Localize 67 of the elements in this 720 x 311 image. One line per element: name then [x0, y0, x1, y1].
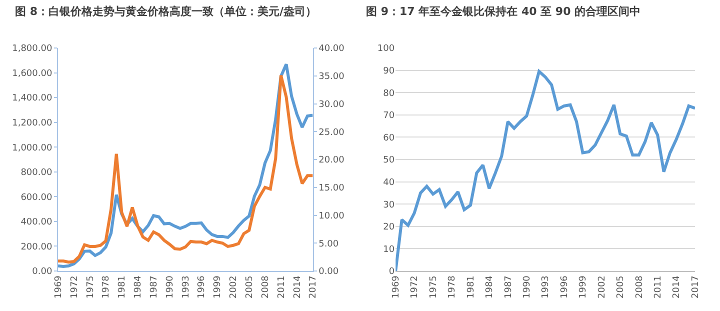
y-tick-label: 1,600.00	[12, 68, 52, 79]
x-tick-label: 1990	[165, 275, 176, 299]
y2-tick-label: 40.00	[318, 44, 345, 54]
x-tick-label: 1972	[410, 276, 420, 299]
line-series	[396, 70, 695, 271]
y-tick-label: 20	[383, 222, 395, 233]
y-tick-label: 1,000.00	[12, 143, 52, 154]
x-tick-label: 1981	[466, 276, 476, 299]
x-tick-label: 1987	[149, 276, 160, 299]
x-tick-label: 1969	[54, 275, 64, 299]
x-tick-label: 1984	[134, 275, 144, 299]
y-tick-label: 0	[388, 267, 395, 278]
x-tick-label: 2008	[260, 275, 271, 299]
y2-tick-label: 10.00	[318, 211, 345, 222]
y-tick-label: 40	[383, 178, 395, 188]
y-tick-label: 80	[383, 88, 395, 99]
x-tick-label: 1996	[560, 275, 570, 299]
y-tick-label: 1,200.00	[12, 118, 52, 128]
y2-tick-label: 0.00	[318, 267, 339, 278]
x-tick-label: 2002	[597, 276, 608, 299]
x-tick-label: 1978	[448, 275, 458, 299]
y-tick-label: 1,400.00	[12, 94, 52, 104]
x-tick-label: 2008	[634, 275, 645, 299]
x-tick-label: 1975	[86, 276, 96, 299]
x-tick-label: 2014	[672, 275, 682, 299]
y2-tick-label: 15.00	[318, 184, 345, 194]
x-tick-label: 1993	[541, 276, 552, 299]
x-tick-label: 1999	[578, 275, 589, 299]
y-tick-label: 70	[383, 111, 395, 122]
y-tick-label: 800.00	[20, 168, 52, 178]
x-tick-label: 2011	[276, 276, 287, 299]
x-tick-label: 1978	[102, 275, 112, 299]
x-tick-label: 2017	[690, 276, 701, 299]
chart-title: 图 8：白银价格走势与黄金价格高度一致（单位：美元/盎司）	[15, 5, 317, 18]
x-tick-label: 1996	[197, 275, 208, 299]
y-tick-label: 200.00	[20, 242, 52, 252]
x-tick-label: 1993	[181, 276, 192, 299]
chart-title: 图 9：17 年至今金银比保持在 40 至 90 的合理区间中	[366, 5, 641, 18]
x-tick-label: 2005	[245, 276, 256, 299]
y-tick-label: 1,800.00	[12, 44, 52, 54]
y-tick-label: 400.00	[20, 218, 52, 228]
x-tick-label: 2017	[308, 276, 319, 299]
x-tick-label: 1999	[213, 275, 224, 299]
y-tick-label: 60	[383, 133, 395, 144]
y2-tick-label: 20.00	[318, 156, 345, 166]
y2-tick-label: 30.00	[318, 100, 345, 110]
y-tick-label: 10	[383, 244, 395, 255]
y-tick-label: 600.00	[20, 192, 52, 203]
x-tick-label: 1981	[118, 276, 128, 299]
y-tick-label: 50	[383, 156, 395, 166]
y2-tick-label: 25.00	[318, 128, 345, 138]
x-tick-label: 1969	[392, 275, 402, 299]
x-tick-label: 1972	[70, 276, 80, 299]
y-tick-label: 30	[383, 200, 395, 210]
y-tick-label: 0.00	[32, 267, 52, 278]
x-tick-label: 2005	[616, 276, 626, 299]
y-tick-label: 100	[377, 44, 395, 54]
x-tick-label: 1975	[428, 276, 439, 299]
y2-tick-label: 35.00	[318, 72, 345, 82]
y2-tick-label: 5.00	[318, 239, 339, 250]
x-tick-label: 2002	[229, 276, 240, 299]
x-tick-label: 2014	[292, 275, 303, 299]
y-tick-label: 90	[383, 66, 395, 76]
x-tick-label: 1987	[504, 276, 514, 299]
x-tick-label: 1984	[485, 275, 496, 299]
x-tick-label: 1990	[522, 275, 533, 299]
x-tick-label: 2011	[654, 276, 664, 299]
